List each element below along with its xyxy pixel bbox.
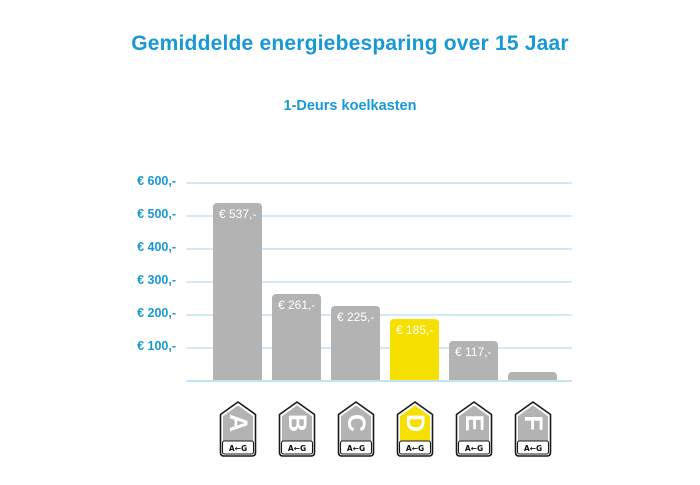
- bar-C: € 225,-: [331, 305, 380, 380]
- energy-class-tags: A A←G B A←G C A←G D A←G E A←G F A←G: [0, 401, 700, 461]
- tag-range-label: A←G: [405, 444, 423, 453]
- bar-value-label: € 537,-: [219, 206, 257, 221]
- energy-label-tag-A: A A←G: [219, 401, 256, 457]
- tag-letter: B: [283, 414, 311, 432]
- tag-range-label: A←G: [464, 444, 482, 453]
- bar-B: € 261,-: [272, 293, 321, 380]
- x-axis-baseline: [186, 380, 572, 382]
- bar-value-label: € 261,-: [278, 297, 316, 312]
- tag-letter: A: [224, 414, 252, 432]
- tag-letter: D: [401, 414, 429, 432]
- tag-range-box: [280, 440, 313, 455]
- tag-range-label: A←G: [228, 444, 246, 453]
- tag-range-box: [516, 440, 549, 455]
- tag-letter: C: [342, 414, 370, 432]
- tag-range-box: [398, 440, 431, 455]
- bar-D: € 185,-: [390, 318, 439, 380]
- tag-letter: F: [519, 415, 547, 430]
- gridline: [186, 182, 572, 184]
- bar-E: € 117,-: [449, 341, 498, 380]
- energy-label-tag-F: F A←G: [514, 401, 551, 457]
- chart-subtitle: 1-Deurs koelkasten: [283, 98, 417, 114]
- bar-value-label: € 185,-: [396, 322, 434, 337]
- bar-A: € 537,-: [213, 202, 262, 380]
- tag-range-label: A←G: [287, 444, 305, 453]
- tag-range-box: [339, 440, 372, 455]
- bar-F: [508, 371, 557, 380]
- tag-range-box: [457, 440, 490, 455]
- bar-chart-plot-area: € 537,- € 261,- € 225,- € 185,- € 117,-: [186, 182, 572, 382]
- energy-label-tag-C: C A←G: [337, 401, 374, 457]
- energy-label-tag-E: E A←G: [455, 401, 492, 457]
- y-tick-label: € 600,-: [137, 174, 176, 188]
- bar-value-label: € 117,-: [455, 345, 492, 360]
- gridline: [186, 281, 572, 283]
- gridline: [186, 215, 572, 217]
- y-tick-label: € 400,-: [137, 240, 176, 254]
- y-tick-label: € 200,-: [137, 306, 176, 320]
- chart-title: Gemiddelde energiebesparing over 15 Jaar: [131, 32, 569, 55]
- tag-range-label: A←G: [346, 444, 364, 453]
- tag-letter: E: [460, 415, 488, 432]
- y-tick-label: € 500,-: [137, 207, 176, 221]
- energy-label-tag-D: D A←G: [396, 401, 433, 457]
- y-tick-label: € 100,-: [137, 339, 176, 353]
- bar-value-label: € 225,-: [337, 309, 375, 324]
- y-tick-label: € 300,-: [137, 273, 176, 287]
- gridline: [186, 248, 572, 250]
- tag-range-label: A←G: [523, 444, 541, 453]
- tag-range-box: [221, 440, 254, 455]
- energy-label-tag-B: B A←G: [278, 401, 315, 457]
